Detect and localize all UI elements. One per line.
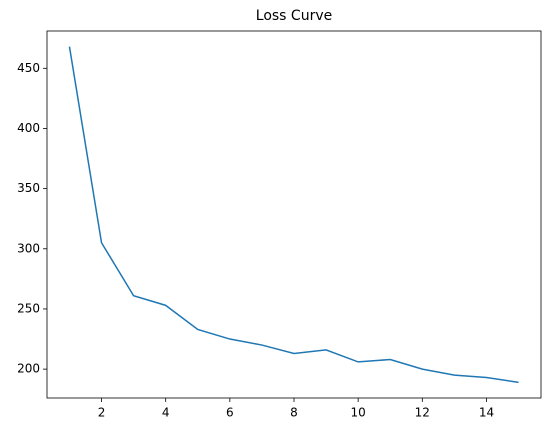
y-tick-label: 400 [17, 121, 40, 135]
chart-title: Loss Curve [256, 8, 332, 24]
x-tick-label: 8 [290, 406, 298, 420]
x-tick-label: 4 [162, 406, 170, 420]
y-tick-label: 300 [17, 241, 40, 255]
plot-frame [46, 30, 542, 399]
x-tick-label: 14 [479, 406, 494, 420]
y-tick-label: 250 [17, 301, 40, 315]
y-tick-label: 350 [17, 181, 40, 195]
x-tick-label: 10 [351, 406, 366, 420]
x-tick-label: 6 [226, 406, 234, 420]
y-tick-label: 450 [17, 61, 40, 75]
x-tick-label: 12 [415, 406, 430, 420]
x-tick-label: 2 [98, 406, 106, 420]
line-series [68, 46, 519, 384]
y-tick-label: 200 [17, 362, 40, 376]
